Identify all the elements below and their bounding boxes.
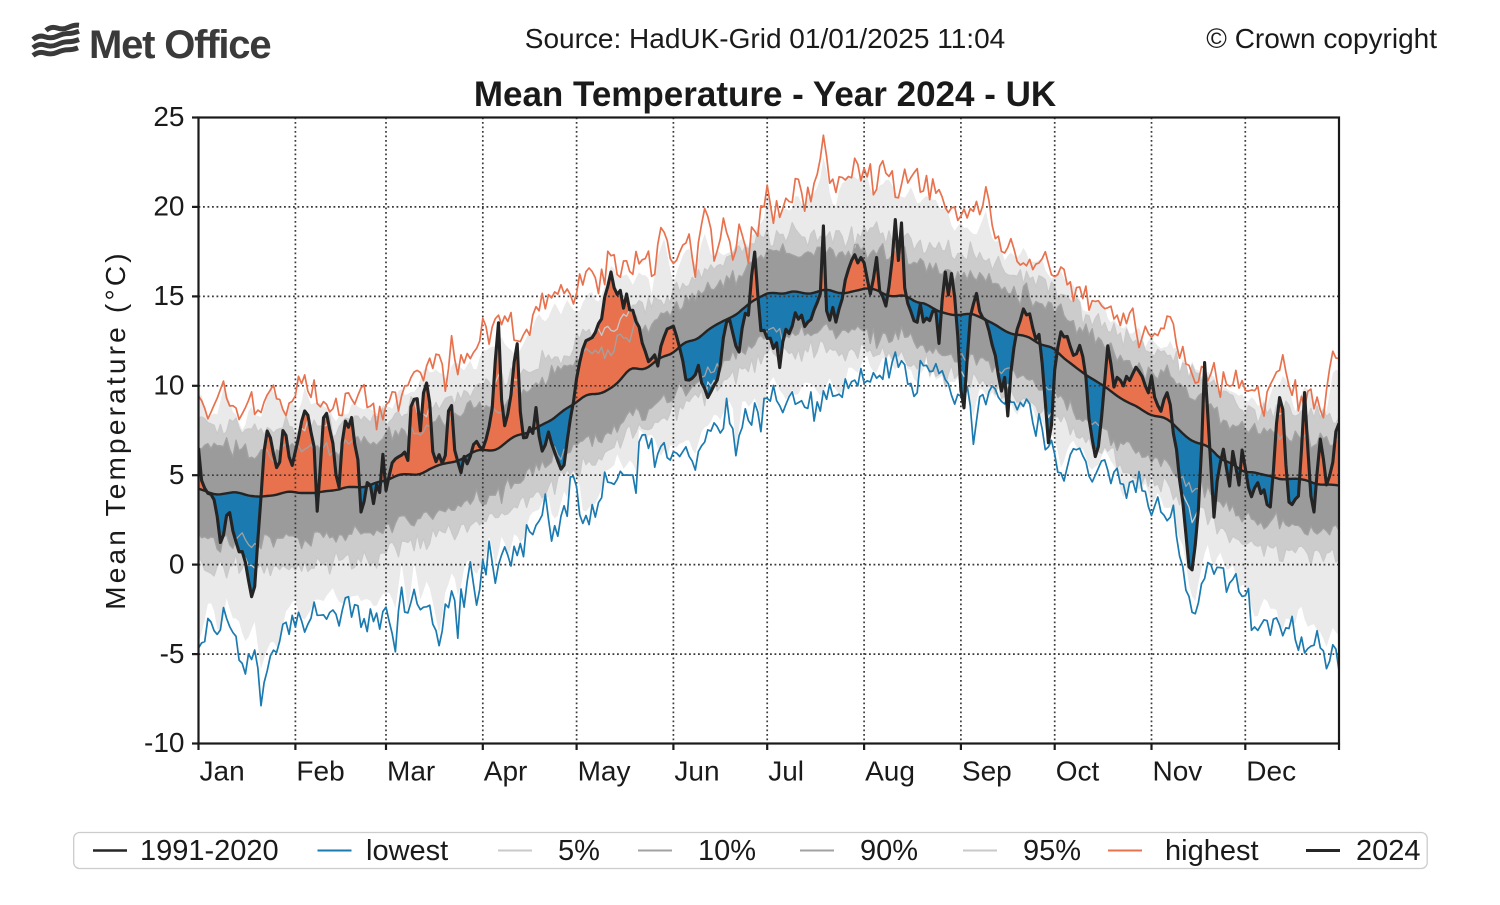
svg-text:Apr: Apr (484, 756, 528, 787)
svg-text:Met Office: Met Office (89, 23, 270, 67)
svg-text:-10: -10 (144, 727, 184, 758)
svg-text:5: 5 (169, 459, 185, 490)
svg-text:5%: 5% (558, 835, 600, 867)
svg-text:Oct: Oct (1056, 756, 1100, 787)
svg-text:20: 20 (153, 191, 184, 222)
svg-text:15: 15 (153, 280, 184, 311)
svg-text:95%: 95% (1023, 835, 1081, 867)
svg-text:© Crown copyright: © Crown copyright (1206, 23, 1437, 54)
svg-text:Jul: Jul (768, 756, 804, 787)
svg-text:Sep: Sep (962, 756, 1012, 787)
svg-text:lowest: lowest (366, 835, 448, 867)
svg-text:25: 25 (153, 101, 184, 132)
svg-text:-5: -5 (160, 638, 185, 669)
svg-text:Aug: Aug (865, 756, 915, 787)
svg-text:10%: 10% (698, 835, 756, 867)
svg-text:1991-2020: 1991-2020 (140, 835, 279, 867)
svg-text:90%: 90% (860, 835, 918, 867)
svg-text:10: 10 (153, 370, 184, 401)
svg-text:Mar: Mar (387, 756, 435, 787)
svg-text:May: May (578, 756, 631, 787)
svg-text:Dec: Dec (1246, 756, 1296, 787)
svg-text:Nov: Nov (1153, 756, 1203, 787)
svg-text:0: 0 (169, 548, 185, 579)
svg-text:Jan: Jan (200, 756, 245, 787)
svg-text:Mean Temperature (°C): Mean Temperature (°C) (100, 250, 131, 610)
svg-text:2024: 2024 (1356, 835, 1421, 867)
svg-text:Jun: Jun (674, 756, 719, 787)
svg-text:Mean Temperature - Year 2024 -: Mean Temperature - Year 2024 - UK (474, 75, 1056, 114)
svg-text:Feb: Feb (296, 756, 344, 787)
svg-text:highest: highest (1165, 835, 1259, 867)
svg-text:Source: HadUK-Grid 01/01/2025: Source: HadUK-Grid 01/01/2025 11:04 (525, 23, 1005, 54)
